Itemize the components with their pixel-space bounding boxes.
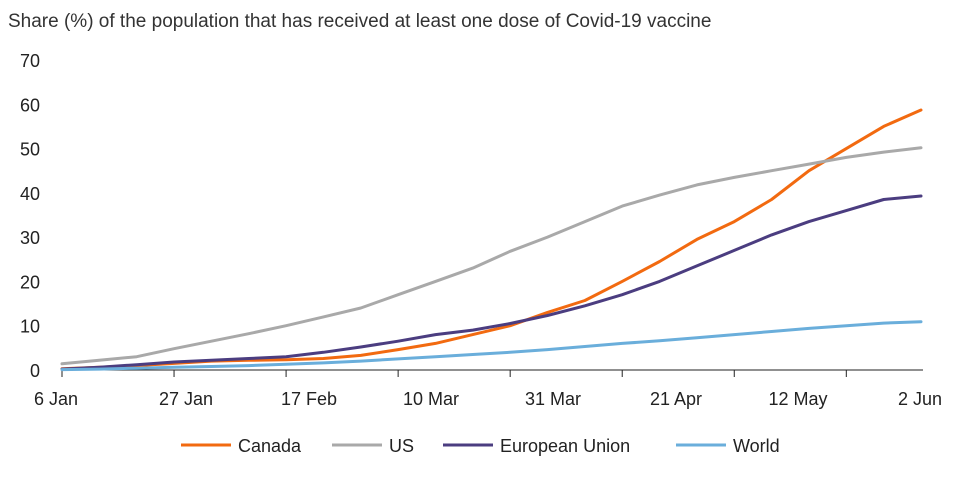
- y-tick-label: 70: [20, 51, 40, 71]
- y-axis: 0 10 20 30 40 50 60 70: [20, 51, 40, 381]
- y-tick-label: 50: [20, 140, 40, 160]
- x-tick-label: 6 Jan: [34, 389, 78, 409]
- legend: Canada US European Union World: [181, 436, 780, 456]
- y-tick-label: 60: [20, 95, 40, 115]
- legend-label: World: [733, 436, 780, 456]
- y-tick-label: 40: [20, 184, 40, 204]
- legend-label: Canada: [238, 436, 302, 456]
- x-tick-label: 21 Apr: [650, 389, 702, 409]
- chart-title: Share (%) of the population that has rec…: [8, 11, 711, 32]
- x-tick-label: 17 Feb: [281, 389, 337, 409]
- legend-label: US: [389, 436, 414, 456]
- series-lines: [60, 108, 923, 372]
- x-tick-label: 2 Jun: [898, 389, 942, 409]
- x-tick-label: 27 Jan: [159, 389, 213, 409]
- series-line-world: [60, 320, 923, 372]
- series-line-us: [60, 146, 923, 366]
- x-tick-label: 31 Mar: [525, 389, 581, 409]
- series-line-european-union: [60, 194, 923, 371]
- y-tick-label: 20: [20, 272, 40, 292]
- y-tick-label: 30: [20, 228, 40, 248]
- x-tick-label: 10 Mar: [403, 389, 459, 409]
- y-tick-label: 10: [20, 317, 40, 337]
- legend-label: European Union: [500, 436, 630, 456]
- x-axis: 6 Jan 27 Jan 17 Feb 10 Mar 31 Mar 21 Apr 12 Ma…: [34, 369, 942, 409]
- y-tick-label: 0: [30, 361, 40, 381]
- x-tick-label: 12 May: [768, 389, 827, 409]
